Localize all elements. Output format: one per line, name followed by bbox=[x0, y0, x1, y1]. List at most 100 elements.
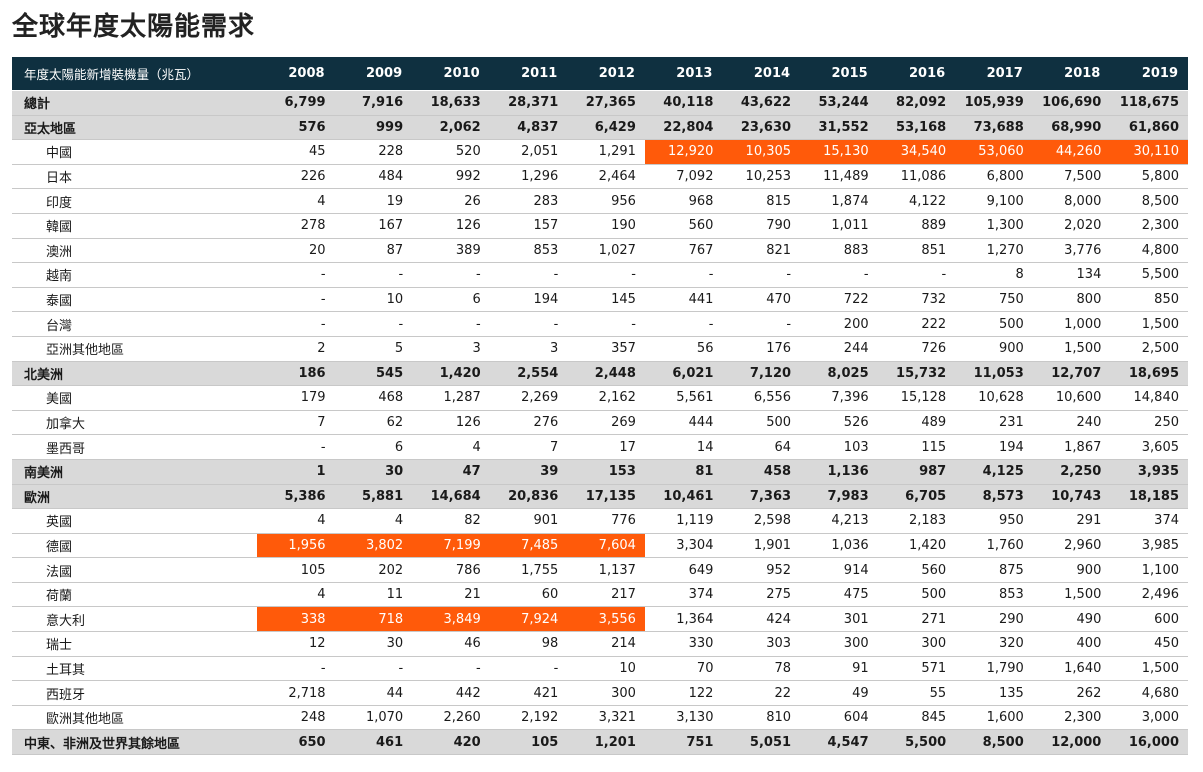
header-label: 年度太陽能新增裝機量（兆瓦） bbox=[12, 57, 257, 91]
value-cell: 106,690 bbox=[1032, 90, 1111, 116]
value-cell: 950 bbox=[955, 508, 1033, 534]
value-cell: 5,386 bbox=[257, 483, 335, 510]
value-cell: 1,956 bbox=[257, 532, 335, 559]
row-label: 印度 bbox=[12, 188, 257, 214]
value-cell: - bbox=[877, 262, 956, 288]
value-cell: 444 bbox=[644, 409, 723, 436]
row-label: 韓國 bbox=[12, 212, 257, 239]
region-row: 亞太地區 576 999 2,062 4,837 6,429 22,804 23,630 31,… bbox=[12, 114, 1188, 141]
value-cell: 126 bbox=[412, 409, 490, 436]
value-cell: 3 bbox=[489, 335, 568, 362]
value-cell: 231 bbox=[955, 409, 1033, 436]
value-cell: 87 bbox=[334, 237, 413, 264]
value-cell: 269 bbox=[567, 409, 645, 436]
value-cell: - bbox=[334, 262, 413, 288]
value-cell: 226 bbox=[257, 163, 335, 190]
value-cell: - bbox=[644, 262, 723, 288]
value-cell: 290 bbox=[955, 606, 1033, 633]
value-cell: 4,680 bbox=[1110, 680, 1188, 706]
value-cell: 18,633 bbox=[412, 90, 490, 116]
value-cell: 1,070 bbox=[334, 704, 413, 731]
value-cell: 5,800 bbox=[1110, 163, 1188, 190]
year-header: 2013 bbox=[644, 57, 723, 91]
value-cell: 6,705 bbox=[877, 483, 956, 510]
value-cell: 441 bbox=[644, 286, 723, 313]
country-row: 瑞士 12 30 46 98 214 330 303 300 300 320 400 450 bbox=[12, 631, 1188, 657]
value-cell: 526 bbox=[800, 409, 878, 436]
value-cell: 3,130 bbox=[644, 704, 723, 731]
value-cell: 450 bbox=[1110, 631, 1188, 657]
value-cell: 53,168 bbox=[877, 114, 956, 141]
value-cell: 1,287 bbox=[412, 385, 490, 411]
value-cell: - bbox=[257, 655, 335, 682]
value-cell: 6 bbox=[412, 286, 490, 313]
region-row: 歐洲 5,386 5,881 14,684 20,836 17,135 10,461 7,36… bbox=[12, 483, 1188, 510]
value-cell: 786 bbox=[412, 557, 490, 583]
value-cell: 190 bbox=[567, 212, 645, 239]
value-cell: 5,051 bbox=[722, 729, 801, 756]
value-cell: 3,802 bbox=[334, 532, 413, 559]
value-cell: 244 bbox=[800, 335, 878, 362]
value-cell: 8,025 bbox=[800, 360, 878, 387]
value-cell: 3,935 bbox=[1110, 458, 1188, 485]
value-cell: 1,760 bbox=[955, 532, 1033, 559]
year-header: 2010 bbox=[412, 57, 490, 91]
value-cell: 4 bbox=[334, 508, 413, 534]
value-cell: 3,776 bbox=[1032, 237, 1111, 264]
value-cell: 875 bbox=[955, 557, 1033, 583]
value-cell: 490 bbox=[1032, 606, 1111, 633]
value-cell: 374 bbox=[1110, 508, 1188, 534]
country-row: 英國 4 4 82 901 776 1,119 2,598 4,213 2,183 950 291 37… bbox=[12, 508, 1188, 534]
value-cell: 10,253 bbox=[722, 163, 801, 190]
value-cell: 167 bbox=[334, 212, 413, 239]
value-cell: 186 bbox=[257, 360, 335, 387]
region-row: 總計 6,799 7,916 18,633 28,371 27,365 40,118 43,6… bbox=[12, 90, 1188, 116]
value-cell: 560 bbox=[877, 557, 956, 583]
row-label: 日本 bbox=[12, 163, 257, 190]
value-cell: 800 bbox=[1032, 286, 1111, 313]
value-cell: 7,500 bbox=[1032, 163, 1111, 190]
value-cell: 6 bbox=[334, 434, 413, 460]
value-cell: 2,250 bbox=[1032, 458, 1111, 485]
value-cell: 283 bbox=[489, 188, 568, 214]
value-cell: 1,901 bbox=[722, 532, 801, 559]
value-cell: 7,916 bbox=[334, 90, 413, 116]
value-cell: 3,321 bbox=[567, 704, 645, 731]
value-cell: 722 bbox=[800, 286, 878, 313]
value-cell: 68,990 bbox=[1032, 114, 1111, 141]
country-row: 美國 179 468 1,287 2,269 2,162 5,561 6,556 7,396 15… bbox=[12, 385, 1188, 411]
value-cell: 45 bbox=[257, 139, 335, 165]
value-cell: 5,561 bbox=[644, 385, 723, 411]
value-cell: 7,983 bbox=[800, 483, 878, 510]
value-cell: 3,849 bbox=[412, 606, 490, 633]
country-row: 歐洲其他地區 248 1,070 2,260 2,192 3,321 3,130 810 604… bbox=[12, 704, 1188, 731]
value-cell: 8 bbox=[955, 262, 1033, 288]
page-title: 全球年度太陽能需求 bbox=[12, 12, 256, 42]
region-row: 中東、非洲及世界其餘地區 650 461 420 105 1,201 751 5,051 4,5… bbox=[12, 729, 1188, 756]
value-cell: 26 bbox=[412, 188, 490, 214]
value-cell: 7,363 bbox=[722, 483, 801, 510]
value-cell: 338 bbox=[257, 606, 335, 633]
value-cell: - bbox=[257, 311, 335, 337]
value-cell: 7,396 bbox=[800, 385, 878, 411]
value-cell: 275 bbox=[722, 581, 801, 608]
value-cell: 4,837 bbox=[489, 114, 568, 141]
value-cell: 726 bbox=[877, 335, 956, 362]
value-cell: 987 bbox=[877, 458, 956, 485]
value-cell: 4,547 bbox=[800, 729, 878, 756]
value-cell: 853 bbox=[955, 581, 1033, 608]
value-cell: 4,213 bbox=[800, 508, 878, 534]
value-cell: 22,804 bbox=[644, 114, 723, 141]
row-label: 美國 bbox=[12, 385, 257, 411]
value-cell: 115 bbox=[877, 434, 956, 460]
value-cell: 10 bbox=[334, 286, 413, 313]
country-row: 荷蘭 4 11 21 60 217 374 275 475 500 853 1,500 2,496 bbox=[12, 581, 1188, 608]
country-row: 韓國 278 167 126 157 190 560 790 1,011 889 1,300 2,02… bbox=[12, 212, 1188, 239]
value-cell: 222 bbox=[877, 311, 956, 337]
region-row: 南美洲 1 30 47 39 153 81 458 1,136 987 4,125 2,250 3,93… bbox=[12, 458, 1188, 485]
value-cell: 56 bbox=[644, 335, 723, 362]
value-cell: 4,125 bbox=[955, 458, 1033, 485]
value-cell: 3,304 bbox=[644, 532, 723, 559]
value-cell: 228 bbox=[334, 139, 413, 165]
year-header: 2018 bbox=[1032, 57, 1111, 91]
